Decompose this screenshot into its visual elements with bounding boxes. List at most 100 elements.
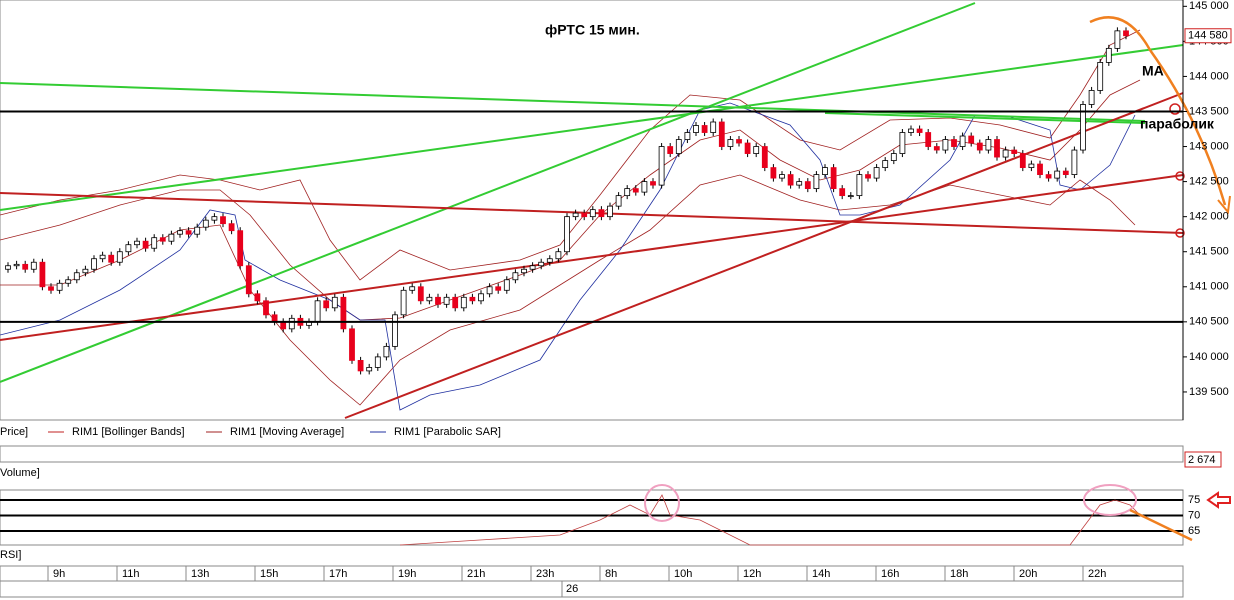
candle-body xyxy=(933,146,940,151)
candle-body xyxy=(1062,170,1069,175)
forecast-arrow xyxy=(1129,508,1193,542)
candle-body xyxy=(761,146,768,168)
candle-body xyxy=(237,230,244,267)
candle-body xyxy=(245,265,252,295)
last-price: 144 580 xyxy=(1188,30,1228,42)
legend-item: Price] xyxy=(0,426,28,438)
arrow-icon xyxy=(1206,491,1231,509)
candle-body xyxy=(1097,62,1104,91)
candle-body xyxy=(667,146,674,154)
x-tick-label: 18h xyxy=(950,568,968,580)
date-axis xyxy=(0,580,1184,598)
y-tick-label: 140 500 xyxy=(1189,316,1229,328)
candle-body xyxy=(753,146,760,154)
candle-body xyxy=(555,251,562,260)
candle-body xyxy=(985,139,992,151)
time-axis xyxy=(0,565,1184,582)
y-tick-label: 141 500 xyxy=(1189,246,1229,258)
candle-body xyxy=(460,296,467,309)
panel-label: Volume] xyxy=(0,467,40,479)
candle-body xyxy=(512,272,519,281)
trend-line xyxy=(824,112,1146,124)
candle-body xyxy=(684,132,691,140)
candle-body xyxy=(211,216,218,221)
y-tick-label: 145 000 xyxy=(1189,0,1229,12)
candle-body xyxy=(366,367,373,372)
annotation: параболик xyxy=(1140,116,1215,132)
candle-body xyxy=(804,181,811,190)
candle-body xyxy=(641,181,648,193)
candle-body xyxy=(787,174,794,186)
candle-body xyxy=(856,174,863,197)
candle-body xyxy=(624,188,631,197)
candle-body xyxy=(495,286,502,291)
candle-body xyxy=(1011,149,1018,154)
trend-line xyxy=(0,174,1184,341)
legend-item: RIM1 [Moving Average] xyxy=(230,426,344,438)
rsi-grid: 75 70 65 xyxy=(0,494,1200,537)
y-tick-label: 142 500 xyxy=(1189,176,1229,188)
candle-body xyxy=(116,251,123,263)
candle-body xyxy=(349,328,355,361)
candle-body xyxy=(323,300,330,309)
x-tick-label: 19h xyxy=(398,568,416,580)
candle-body xyxy=(125,244,132,253)
y-tick-label: 140 000 xyxy=(1189,351,1229,363)
candles xyxy=(5,27,1129,375)
candle-body xyxy=(1105,47,1112,63)
candle-body xyxy=(675,139,682,154)
candle-body xyxy=(959,135,966,147)
candle-body xyxy=(392,314,398,347)
candle-body xyxy=(994,139,1000,158)
candle-body xyxy=(968,135,975,144)
y-tick-label: 141 000 xyxy=(1189,281,1229,293)
candle-body xyxy=(951,139,957,147)
candle-body xyxy=(710,121,717,133)
y-tick-label: 139 500 xyxy=(1189,386,1229,398)
y-tick-label: 143 500 xyxy=(1189,105,1229,117)
candle-body xyxy=(1002,149,1009,158)
candle-body xyxy=(916,128,923,133)
candle-body xyxy=(73,272,80,281)
rsi-panel xyxy=(0,489,1184,546)
candle-body xyxy=(65,279,72,284)
candle-body xyxy=(91,258,97,270)
last-price-box xyxy=(1184,28,1232,44)
candle-body xyxy=(39,261,46,288)
candle-body xyxy=(409,286,416,291)
y-tick-label: 142 000 xyxy=(1189,211,1229,223)
candle-body xyxy=(1080,104,1086,151)
candle-body xyxy=(925,132,932,147)
x-tick-label: 10h xyxy=(674,568,692,580)
candle-body xyxy=(830,167,837,190)
candle-body xyxy=(263,300,269,316)
volume-box xyxy=(1184,451,1222,468)
candle-body xyxy=(693,125,699,133)
rsi-line xyxy=(399,494,1141,546)
candle-body xyxy=(658,146,665,186)
candle-body xyxy=(56,282,63,291)
candle-body xyxy=(796,181,803,186)
candle-body xyxy=(30,261,37,270)
marker xyxy=(1169,103,1181,115)
candle-body xyxy=(168,233,175,242)
bollinger-upper xyxy=(0,29,1141,281)
rsi-tick-label: 75 xyxy=(1188,494,1200,506)
candle-body xyxy=(331,296,338,309)
candle-body xyxy=(452,296,459,309)
candle-body xyxy=(478,293,484,302)
candle-body xyxy=(159,237,166,242)
candle-body xyxy=(847,195,854,198)
candle-body xyxy=(650,181,656,186)
x-tick-label: 16h xyxy=(881,568,899,580)
candle-body xyxy=(899,132,906,154)
candle-body xyxy=(1071,149,1078,175)
rsi-tick-label: 65 xyxy=(1188,525,1200,537)
candle-body xyxy=(400,289,407,316)
candle-body xyxy=(5,265,11,270)
candle-body xyxy=(718,121,725,147)
candle-body xyxy=(822,167,828,175)
trend-line xyxy=(0,82,1146,122)
candle-body xyxy=(134,240,140,246)
